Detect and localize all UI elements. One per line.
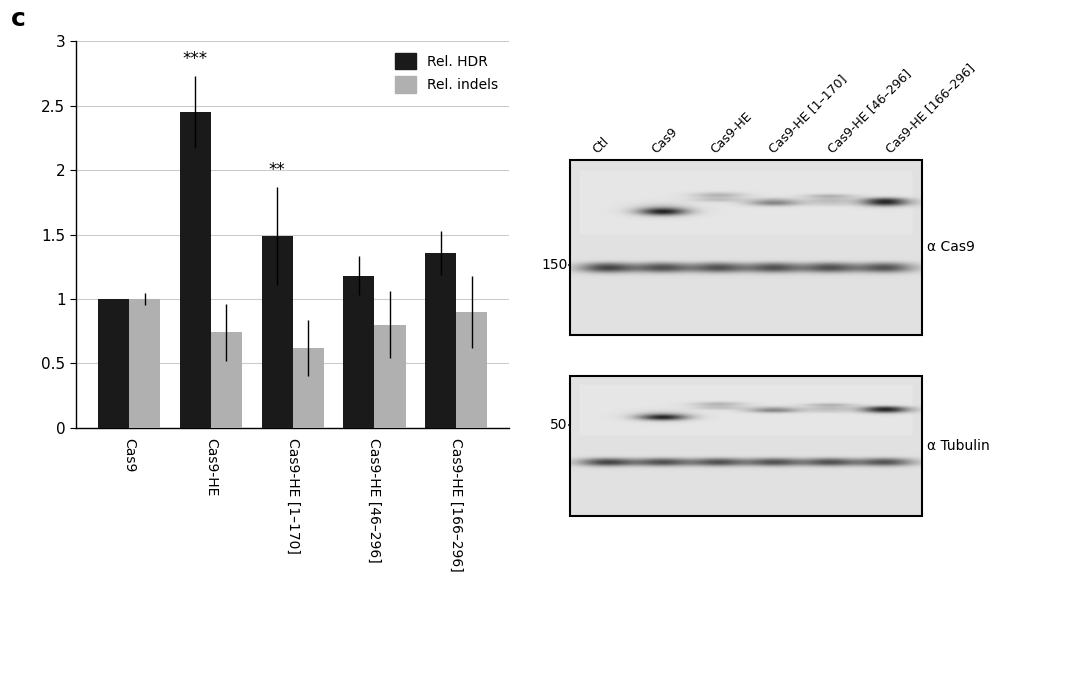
Text: Cas9-HE: Cas9-HE	[708, 110, 754, 156]
Bar	[570, 160, 922, 335]
Text: Cas9: Cas9	[649, 125, 680, 156]
Bar	[261, 236, 293, 428]
Bar	[425, 253, 456, 428]
Text: α Tubulin: α Tubulin	[927, 440, 990, 453]
Bar	[98, 299, 129, 428]
Text: 50: 50	[550, 418, 567, 433]
Bar	[129, 299, 160, 428]
Text: ***: ***	[183, 50, 208, 68]
Text: Cas9-HE [1–170]: Cas9-HE [1–170]	[766, 72, 850, 156]
Legend: Rel. HDR, Rel. indels: Rel. HDR, Rel. indels	[391, 48, 503, 97]
Bar	[211, 333, 242, 428]
Bar	[456, 312, 488, 428]
Bar	[570, 377, 922, 516]
Bar	[374, 325, 405, 428]
Bar	[180, 112, 211, 428]
Text: 150: 150	[541, 258, 567, 272]
Text: Cas9-HE [166–296]: Cas9-HE [166–296]	[883, 62, 978, 156]
Text: Cas9-HE [46–296]: Cas9-HE [46–296]	[825, 68, 914, 156]
Text: **: **	[269, 161, 285, 179]
Bar	[293, 348, 324, 428]
Text: c: c	[11, 7, 26, 31]
Text: Ctl: Ctl	[591, 135, 611, 156]
Bar	[344, 276, 374, 428]
Text: α Cas9: α Cas9	[927, 240, 975, 255]
